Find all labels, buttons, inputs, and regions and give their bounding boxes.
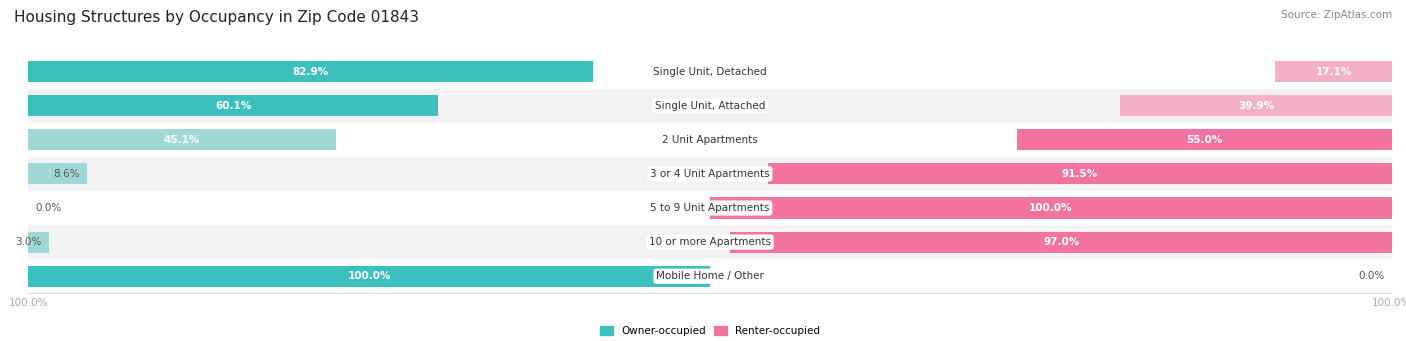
Bar [28,123,1392,157]
Bar [1119,95,1392,116]
Text: 97.0%: 97.0% [1043,237,1080,247]
Text: Single Unit, Detached: Single Unit, Detached [654,66,766,77]
Text: Housing Structures by Occupancy in Zip Code 01843: Housing Structures by Occupancy in Zip C… [14,10,419,25]
Text: 60.1%: 60.1% [215,101,252,111]
Text: 0.0%: 0.0% [35,203,62,213]
Bar [28,55,1392,89]
Bar [28,129,336,150]
Bar [28,259,1392,293]
Text: 82.9%: 82.9% [292,66,329,77]
Legend: Owner-occupied, Renter-occupied: Owner-occupied, Renter-occupied [596,322,824,341]
Bar [28,157,1392,191]
Bar [768,163,1392,184]
Bar [28,232,49,253]
Text: 3.0%: 3.0% [15,237,42,247]
Text: 17.1%: 17.1% [1316,66,1351,77]
Bar [710,197,1392,219]
Bar [28,89,1392,123]
Text: 39.9%: 39.9% [1237,101,1274,111]
Text: Single Unit, Attached: Single Unit, Attached [655,101,765,111]
Text: 10 or more Apartments: 10 or more Apartments [650,237,770,247]
Bar [1017,129,1392,150]
Text: 100.0%: 100.0% [1029,203,1073,213]
Text: 2 Unit Apartments: 2 Unit Apartments [662,135,758,145]
Text: 91.5%: 91.5% [1062,169,1098,179]
Text: 8.6%: 8.6% [53,169,80,179]
Text: 45.1%: 45.1% [163,135,200,145]
Bar [28,163,87,184]
Text: Mobile Home / Other: Mobile Home / Other [657,271,763,281]
Text: 3 or 4 Unit Apartments: 3 or 4 Unit Apartments [650,169,770,179]
Text: 5 to 9 Unit Apartments: 5 to 9 Unit Apartments [651,203,769,213]
Text: 100.0%: 100.0% [347,271,391,281]
Bar [28,225,1392,259]
Bar [28,191,1392,225]
Bar [1275,61,1392,82]
Text: Source: ZipAtlas.com: Source: ZipAtlas.com [1281,10,1392,20]
Bar [28,61,593,82]
Text: 0.0%: 0.0% [1358,271,1385,281]
Bar [28,95,437,116]
Bar [28,266,710,287]
Bar [731,232,1392,253]
Text: 55.0%: 55.0% [1187,135,1223,145]
